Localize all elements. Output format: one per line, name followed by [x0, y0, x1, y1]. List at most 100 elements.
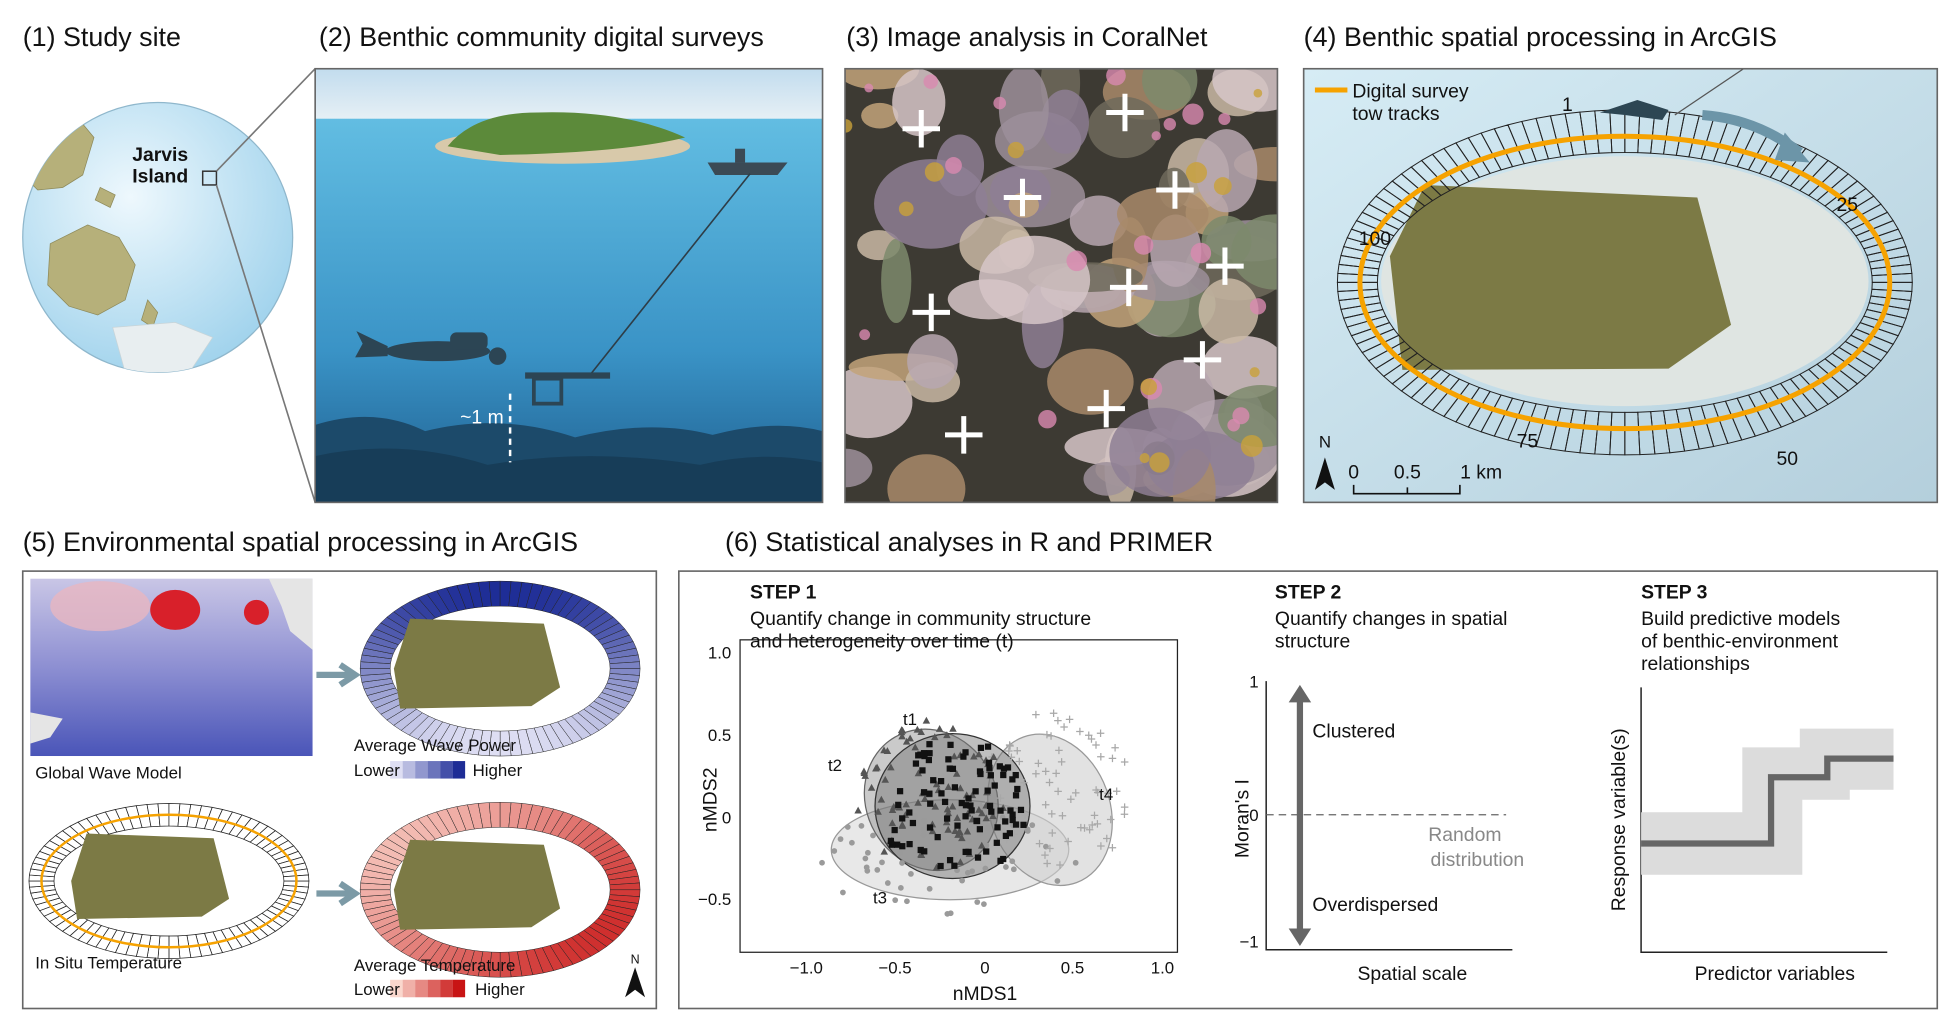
coral [998, 68, 1049, 151]
point [921, 848, 928, 855]
annotation-point [1087, 389, 1125, 428]
point [1035, 839, 1044, 848]
annotation-point [912, 293, 951, 332]
point [1032, 770, 1040, 778]
survey-illustration [315, 68, 823, 503]
point [967, 802, 974, 809]
point [1046, 844, 1054, 853]
point [1009, 858, 1016, 865]
point [960, 753, 967, 760]
point [1007, 753, 1016, 762]
shape [1674, 68, 1744, 116]
point [1054, 787, 1062, 796]
coral [881, 238, 912, 324]
point [941, 798, 949, 806]
point [906, 734, 914, 742]
panel-title: (4) Benthic spatial processing in ArcGIS [1304, 22, 1777, 52]
point [989, 753, 998, 760]
label: Quantify changes in spatial [1275, 608, 1507, 630]
point [965, 795, 972, 802]
point [1005, 747, 1013, 755]
axis-label: Response variable(s) [1608, 728, 1630, 911]
point [1067, 795, 1075, 803]
point [819, 859, 825, 866]
point [976, 826, 984, 833]
point [1029, 822, 1036, 829]
annotation-point [1156, 171, 1194, 209]
annotation-point [1206, 247, 1244, 285]
point [984, 825, 991, 831]
point [943, 805, 952, 813]
point [963, 827, 972, 835]
point [1009, 816, 1016, 824]
morans-plot [1265, 681, 1513, 951]
point [919, 767, 926, 774]
point [968, 807, 975, 814]
segment-map [1303, 68, 1938, 503]
axis-label: Predictor variables [1695, 963, 1855, 985]
point [1120, 810, 1129, 819]
point [911, 743, 919, 751]
point [902, 800, 910, 808]
x-tick-label: 1.0 [1151, 959, 1174, 978]
point [982, 865, 989, 872]
ring-segment [1871, 272, 1913, 283]
shape [316, 880, 361, 907]
shape [735, 148, 746, 163]
point [1048, 829, 1057, 837]
point [840, 889, 846, 896]
label: Overdispersed [1312, 894, 1438, 916]
point [973, 817, 980, 825]
point [831, 848, 838, 854]
point [887, 763, 895, 771]
point [938, 790, 945, 797]
point [975, 750, 983, 758]
point [944, 825, 952, 833]
point [881, 775, 890, 783]
point [858, 823, 865, 829]
point [931, 802, 940, 810]
point [932, 780, 941, 788]
point [1006, 830, 1013, 837]
annotation-point [1003, 178, 1042, 217]
legend-swatch [390, 979, 403, 998]
shape [625, 967, 646, 998]
point [888, 841, 896, 848]
point [944, 809, 953, 817]
label: Average Wave Power [354, 736, 517, 755]
panel-title: (6) Statistical analyses in R and PRIMER [725, 527, 1213, 557]
shape [739, 639, 1179, 953]
point [906, 809, 913, 816]
point [1049, 709, 1058, 718]
point [1020, 778, 1028, 787]
point [937, 778, 945, 785]
coral-speck [845, 119, 853, 133]
coral-speck [945, 157, 962, 174]
point [1120, 803, 1129, 811]
legend-swatch [415, 979, 428, 998]
point [920, 750, 928, 757]
point [1002, 818, 1009, 825]
point [1041, 801, 1050, 809]
point [937, 862, 944, 870]
point [1071, 789, 1080, 797]
axis-label: Spatial scale [1358, 963, 1468, 985]
label: Random [1428, 824, 1501, 846]
y-tick-label: 1 [1249, 672, 1258, 691]
point [926, 885, 933, 892]
point [1054, 716, 1062, 725]
point [894, 841, 901, 848]
legend-swatch [402, 979, 416, 998]
label: ~1 m [460, 407, 504, 429]
shape [243, 599, 269, 625]
label: N [1319, 432, 1331, 451]
point [862, 855, 869, 862]
shape [1641, 728, 1894, 875]
point [912, 813, 918, 819]
point [860, 769, 869, 776]
point [1111, 744, 1119, 752]
point [926, 824, 934, 831]
point [1007, 807, 1014, 814]
point [1108, 754, 1117, 763]
